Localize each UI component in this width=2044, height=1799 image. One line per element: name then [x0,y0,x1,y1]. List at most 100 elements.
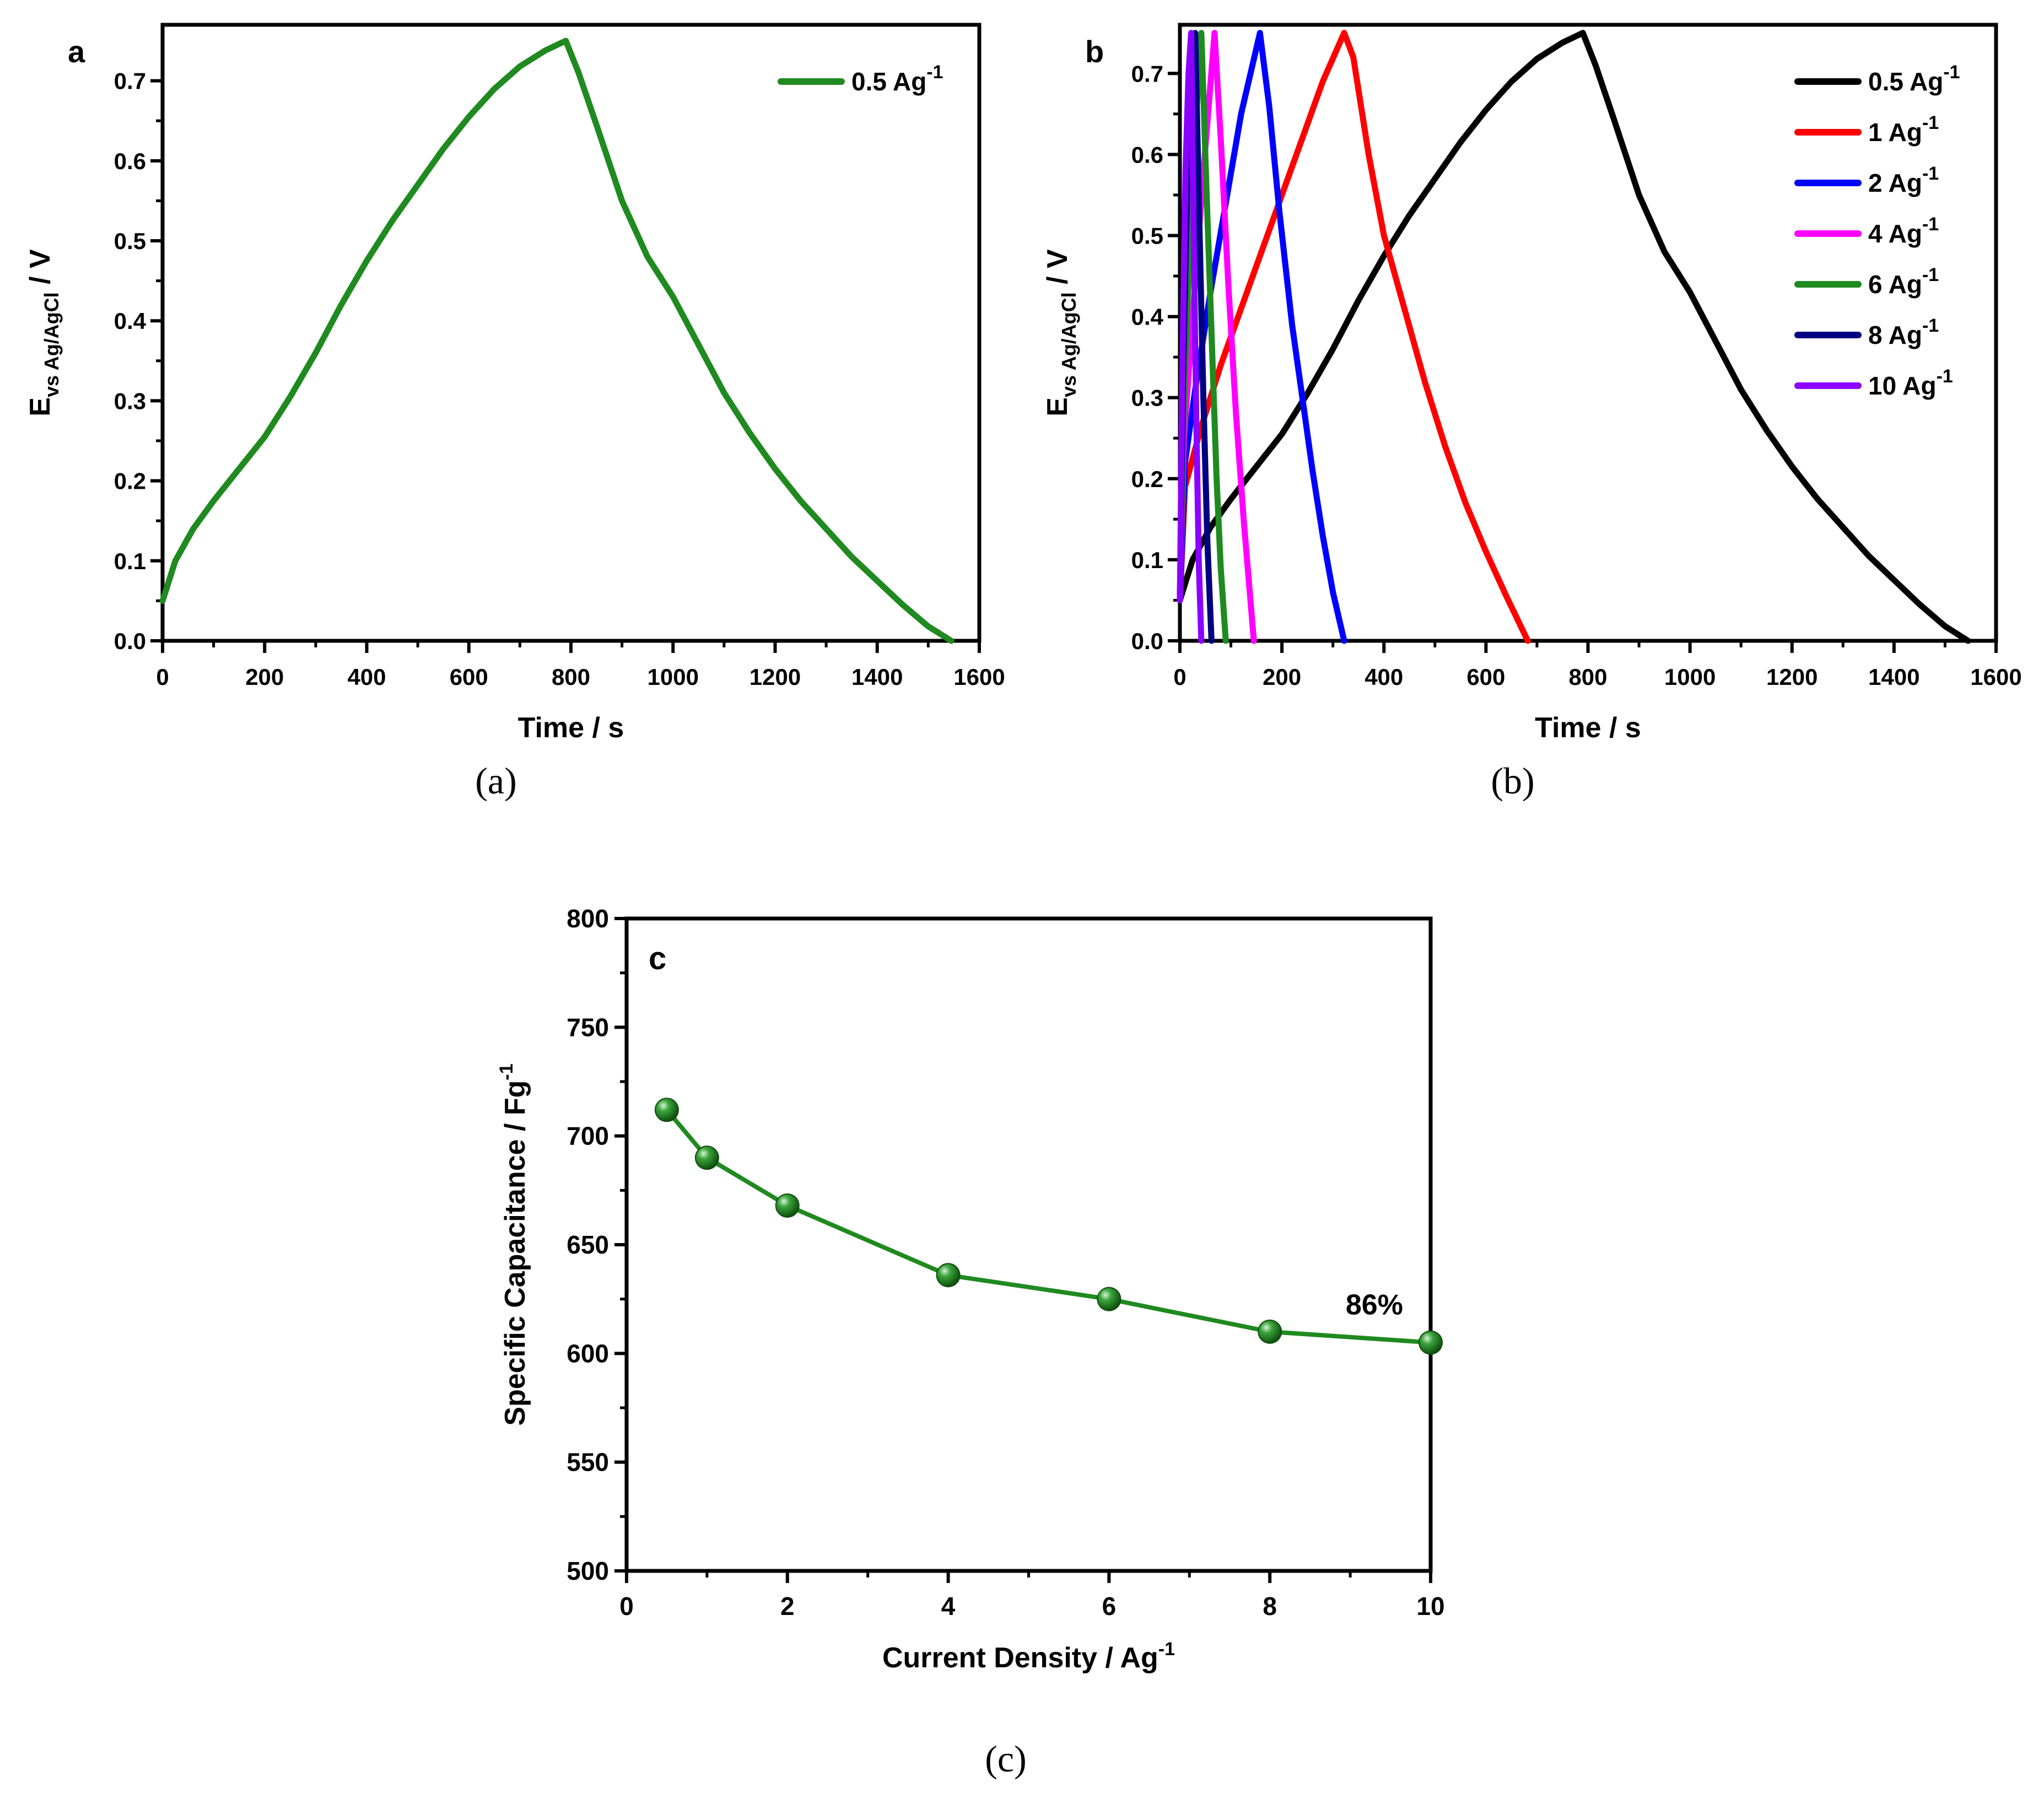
y-axis-label-part: E [1042,397,1074,417]
legend-label-6-sup: -1 [1937,366,1953,387]
data-point [1097,1287,1121,1311]
series-line-b-3 [1177,30,1257,644]
x-tick-label: 200 [245,664,284,690]
legend-label-4-base: 6 Ag [1868,270,1922,299]
legend-label-1-base: 1 Ag [1868,118,1922,147]
legend-label-1: 1 Ag-1 [1868,112,1939,147]
data-point [775,1193,800,1218]
x-tick-label: 1200 [1766,664,1818,690]
y-axis-label-part: / V [24,249,56,292]
y-axis-label: Evs Ag/AgCl / V [24,249,63,417]
y-tick-label: 550 [567,1448,609,1477]
data-point [1258,1319,1282,1344]
y-tick-label: 0.3 [1131,385,1163,411]
y-tick-label: 0.6 [114,148,146,174]
y-tick-label: 0.6 [1131,142,1163,168]
x-tick-label: 4 [941,1592,956,1620]
y-tick-label: 0.7 [114,68,146,94]
x-tick-label: 400 [1365,664,1403,690]
x-tick-label: 800 [1568,664,1607,690]
chart-panel-a: 0 200 400 600 800 1000 1200 1400 1600 0.0 0.1 0.2 0.… [24,23,1005,744]
panel-label-b: b [1085,34,1104,69]
legend-label-0-base: 0.5 Ag [851,67,926,96]
y-tick-label: 0.7 [1131,61,1163,87]
x-tick-label: 10 [1416,1592,1444,1620]
legend-label-5-base: 8 Ag [1868,321,1922,349]
series-line-b-1 [1177,30,1531,644]
x-axis-label-base: Current Density / Ag [882,1642,1158,1674]
x-tick-label: 200 [1263,664,1301,690]
legend-label-6-base: 10 Ag [1868,371,1937,400]
series-line-b-6 [1177,30,1205,644]
panel-label-a: a [68,34,85,69]
legend-label-0: 0.5 Ag-1 [851,62,943,96]
annotation-86-percent: 86% [1346,1289,1403,1321]
y-axis-label-base: Specific Capacitance / Fg [499,1081,531,1426]
x-tick-label: 400 [347,664,386,690]
y-tick-label: 0.0 [114,628,146,654]
x-tick-label: 6 [1102,1592,1117,1620]
caption-a: (a) [475,760,516,802]
x-tick-label: 1600 [1970,664,2021,690]
y-tick-label: 0.5 [1131,223,1163,248]
legend-label-4: 6 Ag-1 [1868,264,1939,299]
legend-label-5-sup: -1 [1922,315,1939,336]
y-tick-label: 500 [567,1557,609,1585]
x-tick-label: 600 [1466,664,1505,690]
legend-label-0-sup: -1 [1943,62,1960,83]
y-axis-label-part: E [24,397,56,417]
x-axis-label: Current Density / Ag-1 [882,1639,1175,1674]
x-tick-label: 0 [156,664,169,690]
data-point [1419,1330,1443,1355]
legend-label-3-base: 4 Ag [1868,219,1922,248]
y-tick-label: 0.1 [1131,547,1163,573]
y-tick-label: 0.4 [114,308,147,334]
legend-label-0: 0.5 Ag-1 [1868,62,1960,96]
legend-label-4-sup: -1 [1922,264,1939,285]
series-line-a-0 [159,37,954,644]
y-tick-label: 650 [567,1230,609,1259]
x-tick-label: 800 [552,664,590,690]
legend-label-2: 2 Ag-1 [1868,163,1939,197]
chart-panel-c: 0 2 4 6 8 10 500 550 600 650 700 750 800 c Current Den… [496,904,1445,1674]
data-point [936,1263,961,1288]
y-tick-label: 0.0 [1131,628,1163,654]
x-axis-label: Time / s [1535,712,1641,744]
y-tick-label: 0.2 [1131,466,1163,492]
y-tick-label: 750 [567,1013,609,1041]
x-tick-label: 1000 [1664,664,1716,690]
x-tick-label: 1600 [953,664,1005,690]
y-tick-label: 0.5 [114,228,146,254]
x-tick-label: 600 [450,664,488,690]
x-tick-label: 1200 [749,664,801,690]
y-tick-label: 0.3 [114,388,146,414]
series-line-c [665,1108,1431,1345]
legend-label-3-sup: -1 [1922,214,1939,235]
x-tick-label: 0 [1173,664,1186,690]
x-tick-label: 8 [1263,1592,1277,1620]
legend-label-2-sup: -1 [1922,163,1939,184]
y-tick-label: 0.2 [114,468,146,494]
legend-label-1-sup: -1 [1922,112,1939,133]
y-axis-label-part: vs Ag/AgCl [40,292,63,397]
data-point [654,1098,679,1122]
x-tick-label: 1000 [648,664,699,690]
plot-frame [624,916,1433,1573]
legend-label-0-sup: -1 [926,62,943,83]
data-point [694,1146,719,1170]
y-axis-label-part: vs Ag/AgCl [1058,292,1080,397]
x-tick-label: 1400 [1868,664,1919,690]
series-line-b-0 [1177,30,1971,644]
y-tick-label: 0.1 [114,548,146,574]
legend-box [1789,63,1991,444]
y-tick-label: 800 [567,904,609,933]
x-tick-label: 1400 [851,664,903,690]
y-tick-label: 700 [567,1122,609,1150]
x-axis-label: Time / s [518,712,624,744]
legend-label-2-base: 2 Ag [1868,169,1922,197]
x-axis-label-sup: -1 [1158,1639,1175,1660]
y-tick-label: 0.4 [1131,304,1164,330]
plot-frame [160,23,981,643]
legend-label-0-base: 0.5 Ag [1868,67,1943,96]
